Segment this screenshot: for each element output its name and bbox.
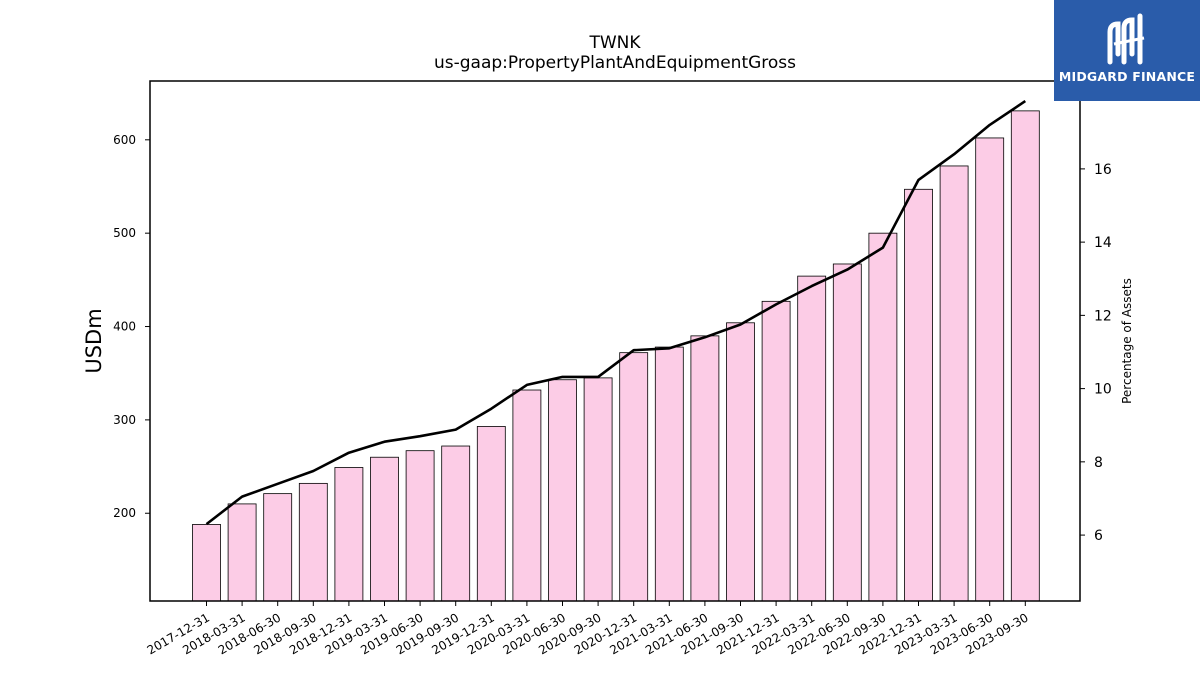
bar-2023-03-31 (939, 165, 969, 602)
right-tick-label: 8 (1094, 455, 1103, 471)
bar-2018-03-31 (227, 503, 257, 602)
bar-2023-06-30 (975, 137, 1005, 602)
right-tick-label: 10 (1094, 382, 1112, 398)
bar-2022-03-31 (797, 275, 827, 602)
chart-title: TWNK (588, 33, 641, 53)
brand-logo: MIDGARD FINANCE (1054, 0, 1200, 101)
right-axis: 6 8 10 12 14 16 (1080, 162, 1112, 544)
left-tick-label: 500 (113, 226, 136, 240)
left-tick-label: 400 (113, 320, 136, 334)
y-axis-label-left: USDm (82, 308, 106, 373)
bar-2022-09-30 (868, 232, 898, 602)
bar-2019-03-31 (370, 456, 399, 602)
right-tick-label: 12 (1094, 308, 1112, 324)
percentage-line (205, 100, 1027, 526)
bar-2018-06-30 (263, 493, 293, 602)
bar-2017-12-31 (192, 524, 221, 602)
bar-2021-12-31 (761, 300, 791, 602)
bar-2020-03-31 (512, 389, 542, 602)
logo-text: MIDGARD FINANCE (1058, 69, 1196, 84)
bar-2021-03-31 (654, 346, 684, 602)
left-tick-label: 300 (113, 413, 136, 427)
bar-2022-12-31 (904, 188, 933, 602)
line-group (205, 100, 1027, 526)
bar-2019-12-31 (476, 426, 506, 602)
bar-2019-09-30 (441, 445, 471, 602)
bar-2022-06-30 (832, 263, 862, 602)
bar-2019-06-30 (405, 450, 435, 602)
right-tick-label: 6 (1094, 528, 1103, 544)
bar-2021-09-30 (726, 322, 755, 602)
bar-2020-06-30 (548, 379, 577, 602)
plot-frame (149, 80, 1081, 602)
left-tick-label: 200 (113, 506, 136, 520)
logo-mark-icon (1107, 13, 1145, 65)
chart-subtitle: us-gaap:PropertyPlantAndEquipmentGross (434, 53, 796, 73)
bars-group (192, 110, 1040, 602)
bar-2018-12-31 (334, 467, 364, 602)
bar-2021-06-30 (690, 335, 720, 602)
bar-2020-09-30 (583, 377, 613, 602)
bar-2020-12-31 (619, 352, 649, 602)
x-axis: 2017-12-312018-03-312018-06-302018-09-30… (145, 601, 1031, 657)
bar-2018-09-30 (298, 482, 328, 602)
y-axis-label-right: Percentage of Assets (1120, 278, 1134, 404)
right-tick-label: 16 (1094, 162, 1112, 178)
left-axis: 200 300 400 500 600 (113, 133, 150, 520)
right-tick-label: 14 (1094, 235, 1112, 251)
bar-2023-09-30 (1010, 110, 1040, 602)
left-tick-label: 600 (113, 133, 136, 147)
